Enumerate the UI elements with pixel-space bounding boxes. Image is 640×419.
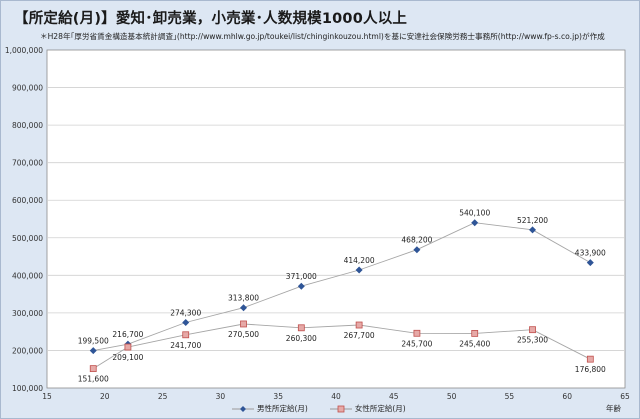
x-tick-label: 20 — [100, 392, 110, 401]
x-tick-label: 65 — [620, 392, 630, 401]
data-label-male: 216,700 — [112, 330, 143, 339]
data-label-male: 414,200 — [344, 256, 375, 265]
y-tick-label: 500,000 — [12, 234, 43, 243]
series-line-female — [92, 323, 591, 369]
data-label-female: 245,700 — [401, 339, 432, 348]
legend-item-female: 女性所定給(月) — [329, 403, 406, 414]
data-label-female: 245,400 — [459, 339, 490, 348]
data-label-female: 270,500 — [228, 330, 259, 339]
x-tick-label: 35 — [273, 392, 283, 401]
y-tick-label: 800,000 — [12, 121, 43, 130]
gridlines — [47, 87, 625, 351]
point-male — [529, 226, 537, 234]
point-female — [413, 329, 421, 337]
y-tick-label: 600,000 — [12, 196, 43, 205]
legend-marker-square — [329, 405, 352, 412]
x-tick-label: 55 — [505, 392, 515, 401]
data-label-female: 209,100 — [112, 353, 143, 362]
series-group — [89, 219, 594, 373]
point-male — [355, 266, 363, 274]
x-tick-label: 25 — [158, 392, 168, 401]
plot-area — [46, 49, 626, 389]
legend-item-male: 男性所定給(月) — [232, 403, 308, 414]
data-label-female: 267,700 — [344, 331, 375, 340]
data-label-female: 176,800 — [575, 365, 606, 374]
x-axis-label: 年齢 — [606, 404, 621, 413]
data-label-male: 468,200 — [401, 236, 432, 245]
source-note: ＊H28年｢厚労省賃金構造基本統計調査｣(http://www.mhlw.go.… — [40, 32, 605, 41]
data-label-male: 540,100 — [459, 209, 490, 218]
point-female — [586, 355, 594, 363]
point-female — [471, 329, 479, 337]
point-male — [413, 246, 421, 254]
legend-label-male: 男性所定給(月) — [257, 404, 308, 413]
data-label-male: 313,800 — [228, 294, 259, 303]
point-female — [529, 326, 536, 334]
legend-label-female: 女性所定給(月) — [354, 404, 406, 413]
point-male — [586, 259, 594, 267]
data-label-male: 199,500 — [78, 337, 109, 346]
data-label-female: 241,700 — [170, 341, 201, 350]
y-tick-label: 400,000 — [12, 271, 43, 280]
chart-title: 【所定給(月)】愛知･卸売業，小売業･人数規模1000人以上 — [14, 11, 408, 27]
y-tick-label: 100,000 — [12, 384, 43, 393]
point-female — [240, 320, 247, 328]
y-tick-label: 900,000 — [12, 84, 43, 93]
point-female — [297, 324, 305, 332]
data-label-male: 371,000 — [286, 272, 317, 281]
legend-marker-diamond — [232, 405, 254, 412]
point-male — [182, 319, 190, 327]
x-axis-ticks: 15 20 25 30 35 40 45 50 55 60 65 — [42, 392, 630, 401]
y-tick-label: 200,000 — [12, 346, 43, 355]
y-tick-label: 1,000,000 — [5, 46, 43, 55]
x-tick-label: 40 — [331, 392, 341, 401]
point-female — [124, 343, 132, 351]
data-label-male: 433,900 — [575, 249, 606, 258]
x-tick-label: 50 — [447, 392, 457, 401]
x-tick-label: 15 — [42, 392, 52, 401]
x-tick-label: 60 — [562, 392, 572, 401]
data-label-male: 521,200 — [517, 216, 548, 225]
legend: 男性所定給(月) 女性所定給(月) — [232, 403, 428, 414]
point-male — [471, 219, 479, 227]
point-female — [89, 365, 97, 373]
data-label-female: 255,300 — [517, 336, 548, 345]
point-male — [89, 347, 97, 355]
x-tick-label: 30 — [216, 392, 226, 401]
y-axis-ticks: 100,000 200,000 300,000 400,000 500,000 600,0… — [5, 46, 43, 393]
data-label-female: 151,600 — [78, 375, 109, 384]
point-male — [240, 304, 248, 312]
y-tick-label: 700,000 — [12, 159, 43, 168]
y-tick-label: 300,000 — [12, 309, 43, 318]
data-label-female: 260,300 — [286, 334, 317, 343]
point-female — [355, 321, 363, 329]
point-male — [297, 282, 305, 290]
point-female — [182, 331, 190, 339]
x-tick-label: 45 — [389, 392, 399, 401]
series-line-male — [93, 222, 591, 352]
data-label-male: 274,300 — [170, 309, 201, 318]
